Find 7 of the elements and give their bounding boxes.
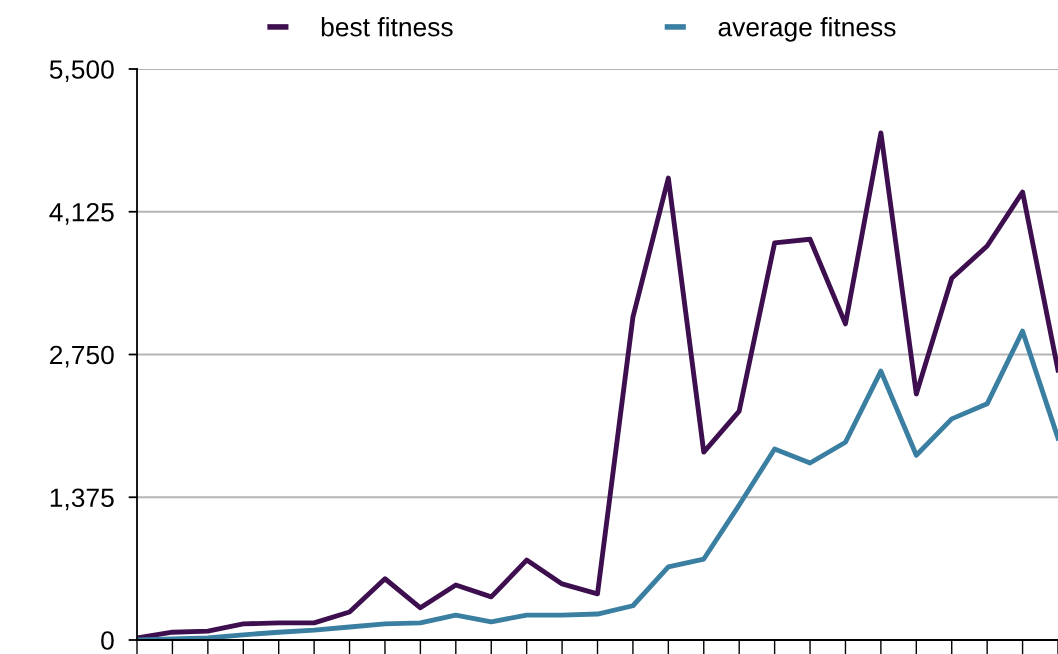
y-tick-label: 1,375 <box>50 488 114 511</box>
y-tick-label: 0 <box>101 631 114 650</box>
legend-label: best fitness <box>321 17 453 37</box>
legend-label: average fitness <box>718 17 896 42</box>
y-tick-label: 4,125 <box>49 202 114 225</box>
y-tick-label: 5,500 <box>49 60 114 82</box>
y-tick-label: 2,750 <box>50 345 114 368</box>
